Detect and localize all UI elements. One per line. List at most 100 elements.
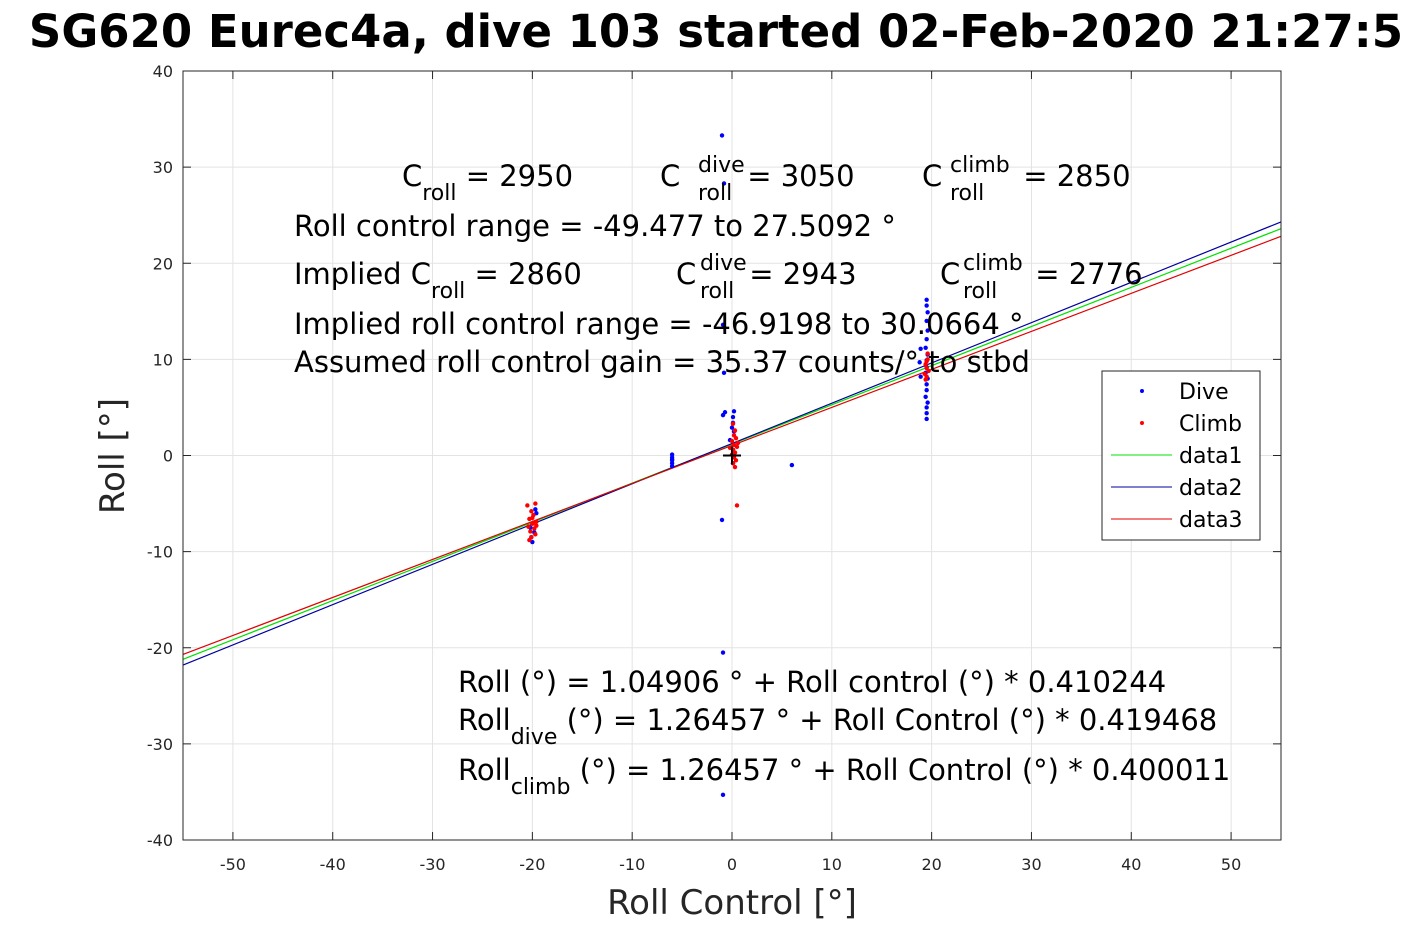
point-climb [926, 368, 931, 374]
y-tick-label: 10 [153, 350, 173, 369]
point-dive [720, 650, 726, 655]
point-dive [923, 394, 928, 400]
point-climb [527, 537, 532, 543]
legend-data3-label: data3 [1179, 508, 1243, 533]
point-dive [729, 425, 735, 430]
point-dive [924, 303, 929, 308]
point-dive [924, 297, 929, 302]
x-tick-label: 20 [921, 855, 941, 874]
point-dive [730, 414, 736, 420]
x-tick-label: 30 [1021, 855, 1041, 874]
x-axis-ticks: -50 -40 -30 -20 -10 0 10 20 30 40 50 [220, 71, 1241, 874]
y-axis-ticks: -40 -30 -20 -10 0 10 20 30 40 [147, 62, 1281, 850]
point-dive [533, 507, 538, 512]
x-tick-label: -20 [519, 855, 545, 874]
point-climb [529, 509, 534, 514]
y-tick-label: 0 [163, 447, 173, 466]
x-tick-label: -50 [220, 855, 246, 874]
x-tick-label: 10 [822, 855, 842, 874]
point-dive [924, 416, 929, 422]
origin-marker [723, 446, 741, 465]
point-climb [534, 523, 539, 528]
y-tick-label: -30 [147, 735, 173, 754]
point-dive [925, 310, 930, 315]
point-dive [924, 411, 929, 416]
legend: Dive Climb data1 data2 data3 [1101, 370, 1261, 541]
point-dive [669, 457, 675, 462]
annotation-fit-climb: Rollclimb (°) = 1.26457 ° + Roll Control… [458, 753, 1230, 800]
legend-climb-marker [1140, 421, 1144, 425]
annotation-implied-c-roll: Implied Croll = 2860 [294, 257, 582, 304]
series-line-data2 [182, 221, 1282, 666]
point-climb [923, 377, 928, 382]
point-climb [733, 458, 739, 463]
annotation-fit: Roll (°) = 1.04906 ° + Roll control (°) … [458, 665, 1166, 699]
x-tick-label: -10 [619, 855, 645, 874]
point-dive [923, 345, 928, 351]
point-climb [734, 503, 740, 508]
y-tick-label: -20 [147, 639, 173, 658]
x-tick-label: 40 [1121, 855, 1141, 874]
y-tick-label: 20 [153, 254, 173, 273]
point-dive [924, 336, 929, 342]
point-dive [720, 322, 726, 327]
y-axis-label: Roll [°] [93, 398, 133, 514]
point-climb [925, 351, 930, 356]
point-climb [533, 532, 538, 537]
point-dive [721, 181, 727, 186]
point-climb [528, 529, 533, 534]
point-climb [525, 503, 530, 508]
x-tick-label: 0 [727, 855, 737, 874]
axes-box [182, 70, 1282, 841]
legend-dive-marker [1140, 389, 1144, 393]
x-tick-label: 50 [1221, 855, 1241, 874]
point-climb [729, 438, 735, 444]
x-tick-label: -30 [419, 855, 445, 874]
y-tick-label: -10 [147, 543, 173, 562]
annotation-fit-dive: Rolldive (°) = 1.26457 ° + Roll Control … [458, 703, 1217, 750]
legend-climb-label: Climb [1179, 412, 1242, 437]
point-dive [925, 400, 930, 405]
point-dive [721, 370, 727, 376]
annotation-c-roll: Croll = 2950 [402, 159, 573, 206]
point-dive [918, 346, 923, 352]
point-dive [719, 517, 725, 523]
point-dive [924, 405, 929, 410]
point-dive [924, 387, 929, 393]
point-dive [669, 463, 675, 469]
y-tick-label: 30 [153, 158, 173, 177]
point-climb [734, 444, 740, 450]
point-climb [735, 440, 741, 446]
point-dive [917, 360, 922, 365]
legend-dive-label: Dive [1179, 380, 1229, 405]
point-dive [669, 452, 675, 457]
y-tick-label: -40 [147, 831, 173, 850]
x-axis-label: Roll Control [°] [607, 883, 857, 923]
point-dive [925, 328, 930, 333]
point-climb [531, 520, 536, 525]
legend-data1-label: data1 [1179, 444, 1243, 469]
annotation-control-range: Roll control range = -49.477 to 27.5092 … [294, 209, 896, 243]
point-climb [533, 501, 538, 506]
y-tick-label: 40 [153, 62, 173, 81]
annotation-gain: Assumed roll control gain = 35.37 counts… [294, 345, 1030, 379]
point-dive [918, 374, 923, 379]
point-climb [730, 421, 736, 426]
point-climb [526, 524, 531, 529]
point-dive [722, 410, 728, 415]
point-dive [924, 318, 929, 324]
point-dive [789, 462, 795, 468]
point-dive [731, 409, 737, 414]
point-dive [924, 382, 929, 387]
chart-title: SG620 Eurec4a, dive 103 started 02-Feb-2… [29, 5, 1403, 58]
annotation-implied-range: Implied roll control range = -46.9198 to… [294, 307, 1024, 341]
point-climb [924, 359, 929, 364]
point-climb [732, 464, 738, 470]
data-points [525, 133, 931, 798]
